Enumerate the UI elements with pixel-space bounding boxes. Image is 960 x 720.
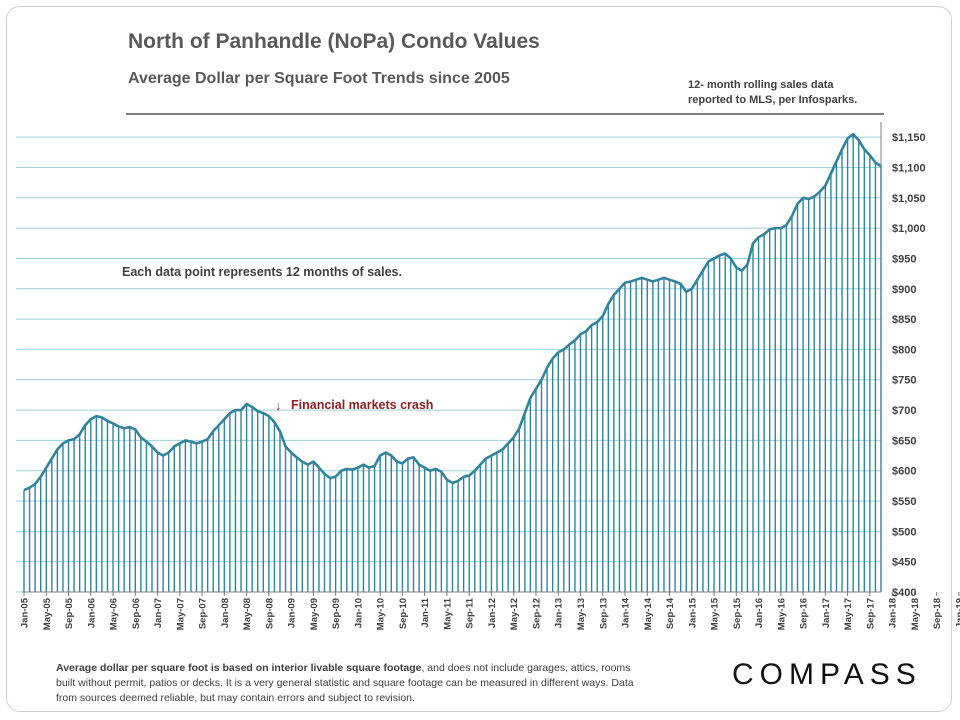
series-line [23, 132, 882, 492]
x-tick-label: Jan-10 [353, 598, 364, 628]
x-tick-label: Sep-16 [799, 598, 810, 629]
y-tick-label: $450 [892, 557, 916, 569]
slide-frame [6, 6, 952, 712]
y-tick-label: $900 [892, 284, 916, 296]
footnote-bold: Average dollar per square foot is based … [56, 662, 422, 674]
x-tick-label: Sep-12 [531, 598, 542, 629]
source-note: 12- month rolling sales data reported to… [688, 78, 888, 108]
x-tick-label: May-07 [175, 598, 186, 630]
x-tick-label: Sep-09 [331, 598, 342, 629]
x-tick-label: Sep-17 [865, 598, 876, 629]
x-tick-label: Jan-12 [487, 598, 498, 628]
x-tick-label: May-09 [309, 598, 320, 630]
x-tick-label: Sep-05 [64, 597, 75, 629]
x-tick-label: Jan-09 [287, 598, 298, 628]
x-tick-label: Sep-13 [598, 598, 609, 629]
y-tick-label: $850 [892, 314, 916, 326]
x-tick-label: Sep-07 [198, 598, 209, 629]
page-title: North of Panhandle (NoPa) Condo Values [128, 30, 540, 53]
x-tick-label: Jan-05 [20, 597, 31, 628]
annotation-data-point-note: Each data point represents 12 months of … [122, 265, 402, 279]
x-tick-label: Jan-19 [954, 598, 960, 628]
header-divider [126, 113, 884, 115]
y-tick-label: $1,100 [892, 162, 926, 174]
x-tick-label: Jan-08 [220, 598, 231, 628]
x-tick-label: Sep-15 [732, 597, 743, 629]
y-tick-label: $650 [892, 435, 916, 447]
y-tick-label: $600 [892, 466, 916, 478]
x-tick-label: Jan-13 [554, 598, 565, 628]
y-tick-label: $700 [892, 405, 916, 417]
x-tick-label: Jan-07 [153, 598, 164, 628]
source-note-line-1: 12- month rolling sales data [688, 79, 834, 91]
x-tick-label: Jan-14 [621, 597, 632, 628]
x-tick-label: May-11 [442, 597, 453, 629]
x-tick-label: Sep-14 [665, 597, 676, 629]
y-tick-label: $1,150 [892, 132, 926, 144]
x-tick-label: May-15 [710, 597, 721, 630]
x-tick-label: Jan-18 [888, 598, 899, 628]
x-tick-label: May-18 [910, 598, 921, 630]
x-tick-label: Jan-17 [821, 598, 832, 628]
x-tick-label: Sep-11 [465, 597, 476, 628]
y-tick-label: $1,050 [892, 193, 926, 205]
footnote: Average dollar per square foot is based … [56, 661, 642, 706]
x-tick-label: Sep-08 [264, 598, 275, 629]
annotation-financial-crash: Financial markets crash [291, 398, 433, 412]
x-tick-label: May-05 [42, 597, 53, 630]
y-tick-label: $400 [892, 587, 916, 599]
y-tick-label: $550 [892, 496, 916, 508]
x-tick-label: Jan-15 [687, 597, 698, 628]
x-tick-label: May-14 [643, 597, 654, 630]
footnote-rest: , and does not include garages, attics, … [56, 662, 634, 704]
source-note-line-2: reported to MLS, per Infosparks. [688, 94, 858, 106]
y-tick-label: $750 [892, 375, 916, 387]
compass-logo: COMPASS [732, 658, 922, 691]
x-tick-label: Sep-06 [131, 598, 142, 629]
x-tick-label: Sep-18 [932, 598, 943, 629]
x-tick-label: May-13 [576, 598, 587, 630]
x-tick-label: Jan-11 [420, 597, 431, 627]
dollar-per-sqft-chart: $400 $450 $500 $550 $600 $650 $700 $750 $800 $850… [16, 122, 960, 630]
x-tick-label: May-08 [242, 598, 253, 630]
x-tick-label: Sep-10 [398, 598, 409, 629]
x-tick-label: May-16 [776, 598, 787, 630]
x-tick-label: May-17 [843, 598, 854, 630]
x-tick-label: May-06 [109, 598, 120, 630]
crash-arrow-icon: ↓ [275, 399, 281, 413]
x-tick-label: Jan-06 [86, 598, 97, 628]
x-tick-label: Jan-16 [754, 598, 765, 628]
page-subtitle: Average Dollar per Square Foot Trends si… [128, 70, 510, 87]
y-tick-label: $1,000 [892, 223, 926, 235]
y-tick-label: $950 [892, 253, 916, 265]
y-tick-label: $800 [892, 344, 916, 356]
x-tick-label: May-10 [376, 598, 387, 630]
y-tick-label: $500 [892, 526, 916, 538]
x-tick-label: May-12 [509, 598, 520, 630]
